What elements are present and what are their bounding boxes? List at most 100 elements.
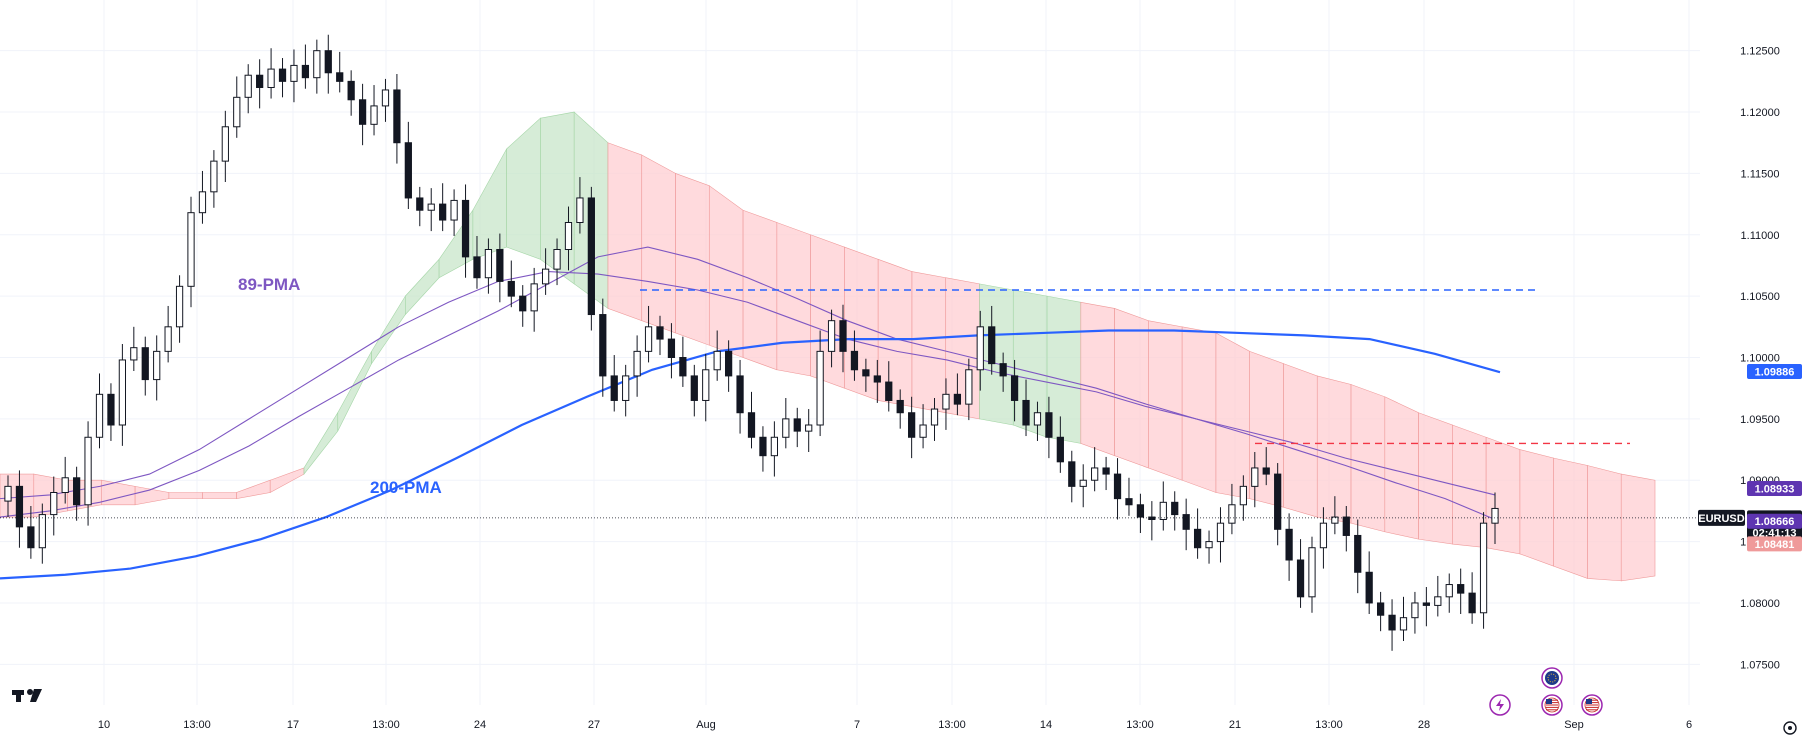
candle <box>999 352 1007 392</box>
candle <box>679 336 687 387</box>
candle-body <box>1262 467 1270 475</box>
logo-slash <box>30 689 42 702</box>
candle-body <box>313 50 321 79</box>
candle <box>1285 513 1293 581</box>
candle-body <box>759 436 767 457</box>
candle-body <box>370 105 378 125</box>
x-tick-label: 13:00 <box>938 719 966 731</box>
candle-body <box>393 89 401 144</box>
candle-body <box>1228 504 1236 524</box>
candle <box>782 398 790 449</box>
x-tick-label: 6 <box>1686 719 1692 731</box>
candle-body <box>324 50 332 74</box>
candle-body <box>416 197 424 211</box>
candle-body <box>175 285 184 328</box>
candle-body <box>862 369 870 377</box>
candle-body <box>1331 516 1339 524</box>
cloud-segment <box>1519 449 1554 567</box>
candle <box>1262 447 1270 486</box>
candle <box>896 389 904 429</box>
cloud-segment <box>1181 326 1217 493</box>
candle-body <box>244 74 252 98</box>
x-tick-label: 28 <box>1418 719 1430 731</box>
candle <box>1296 539 1305 608</box>
candle-body <box>873 375 881 383</box>
candle-body <box>1033 412 1042 426</box>
candle <box>793 407 801 448</box>
x-tick-label: 24 <box>474 719 486 731</box>
candle-body <box>198 191 207 214</box>
y-tick-label: 1.10500 <box>1740 291 1780 303</box>
candle-body <box>530 283 538 312</box>
eu-flag-stars <box>1547 673 1557 683</box>
ichimoku-cloud <box>0 111 1656 582</box>
candle <box>976 310 984 391</box>
candle <box>530 267 538 332</box>
candle-body <box>1056 436 1064 463</box>
candle <box>908 396 916 459</box>
candle <box>1091 447 1099 492</box>
candle-body <box>38 514 46 549</box>
candle-body <box>278 68 287 82</box>
candle-body <box>1010 375 1019 401</box>
candle-body <box>667 338 676 359</box>
candle-body <box>427 203 435 211</box>
candle <box>141 336 149 396</box>
candle <box>1113 458 1122 520</box>
eu-flag-field <box>1545 671 1559 685</box>
candle <box>1148 501 1156 541</box>
candle-body <box>1468 592 1476 614</box>
cloud-segment <box>202 492 237 499</box>
candle-body <box>930 408 939 426</box>
candle-body <box>118 359 127 426</box>
candle <box>50 476 58 536</box>
price-label-text: 1.08481 <box>1755 539 1795 551</box>
candle <box>175 275 184 343</box>
logo-stem <box>16 690 21 702</box>
candle-body <box>210 160 218 193</box>
candle-body <box>576 197 584 223</box>
x-tick-label: 14 <box>1040 719 1052 731</box>
y-tick-label: 1.12500 <box>1740 46 1780 58</box>
ma-secondary-line <box>0 246 1496 521</box>
candle <box>862 358 870 392</box>
candle <box>187 196 195 308</box>
candle-body <box>541 268 550 285</box>
cloud-segment <box>1012 289 1048 438</box>
cloud-segment <box>1587 465 1622 582</box>
candle <box>1228 483 1236 535</box>
cloud-segment <box>168 492 203 499</box>
candle <box>690 364 698 417</box>
y-tick-label: 1.11500 <box>1741 168 1780 180</box>
candle <box>1422 587 1430 627</box>
candle-body <box>1434 596 1442 606</box>
price-axis: 1.12500 1.12000 1.11500 1.11000 1.10500 1.100… <box>1700 0 1807 741</box>
candle <box>1274 463 1282 546</box>
cloud-segment <box>877 258 913 407</box>
y-tick-label: 1.09500 <box>1740 414 1780 426</box>
candle <box>587 186 595 331</box>
candle-body <box>439 203 447 221</box>
gear-icon[interactable] <box>1783 721 1797 735</box>
candle-body <box>107 393 115 426</box>
cloud-segment <box>1148 320 1183 481</box>
candle <box>393 74 401 164</box>
symbol-badge-text: EURUSD <box>1698 513 1745 525</box>
candle-body <box>187 212 195 287</box>
candle <box>1125 477 1133 516</box>
candle <box>507 260 515 308</box>
candle-body <box>164 326 172 352</box>
y-tick-label: 1.12000 <box>1740 107 1780 119</box>
candle-body <box>450 199 458 221</box>
candle-body <box>747 412 756 438</box>
candle <box>484 238 493 294</box>
candle-body <box>1399 617 1408 631</box>
candle <box>1159 481 1167 531</box>
candle <box>747 391 756 449</box>
symbol-badge-bg <box>1698 509 1745 526</box>
candle <box>221 110 229 182</box>
us-flag-icon <box>1541 694 1563 716</box>
candle <box>839 304 847 373</box>
candle-body <box>1159 501 1167 520</box>
